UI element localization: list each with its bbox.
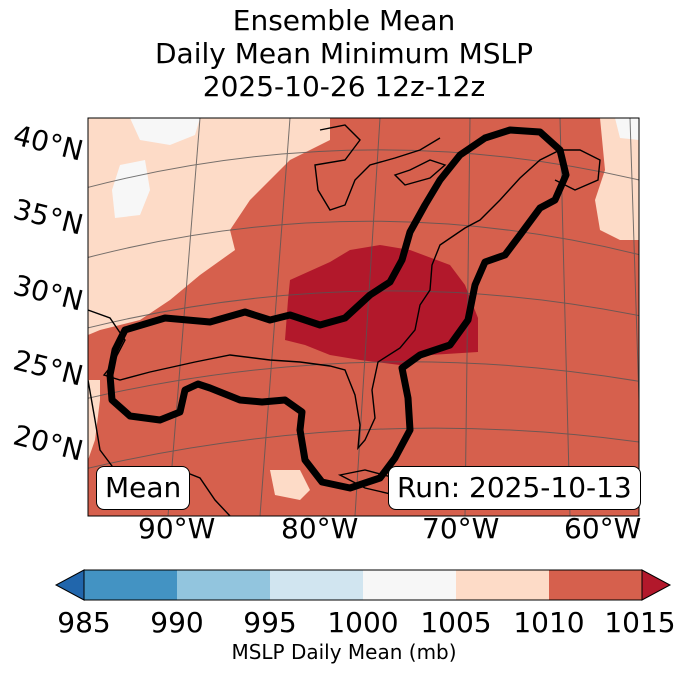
colorbar-segment-c995_1000 (270, 570, 364, 600)
lon-label-70w: 70°W (422, 512, 500, 545)
cb-tick-985: 985 (57, 606, 111, 639)
colorbar-underflow-arrow (54, 569, 85, 601)
lon-label-60w: 60°W (564, 512, 642, 545)
colorbar-frame (83, 569, 643, 601)
mean-contour (106, 126, 570, 492)
title-line-3: 2025-10-26 12z-12z (202, 70, 486, 103)
field-1010-north (360, 118, 480, 150)
cb-tick-990: 990 (150, 606, 204, 639)
cb-tick-1015: 1015 (604, 606, 676, 639)
colorbar-segment-c1005_1010 (456, 570, 550, 600)
title-line-2: Daily Mean Minimum MSLP (154, 37, 533, 70)
colorbar-overflow-arrow (641, 569, 672, 601)
map-frame (87, 117, 640, 517)
field-1005-1010-north-west (88, 118, 330, 335)
cb-tick-995: 995 (243, 606, 297, 639)
field-1000-1005-b (112, 160, 150, 218)
colorbar-segment-c990_995 (177, 570, 271, 600)
field-1005-1010-east (595, 118, 639, 240)
field-1000-1005-a (130, 118, 200, 145)
colorbar-label: MSLP Daily Mean (mb) (231, 640, 457, 664)
field-1000-1005-c (615, 118, 639, 140)
cb-tick-1010: 1010 (513, 606, 585, 639)
colorbar-segment-c985_990 (84, 570, 178, 600)
colorbar-segment-c1000_1005 (363, 570, 457, 600)
cb-tick-1005: 1005 (420, 606, 492, 639)
cb-tick-1000: 1000 (327, 606, 399, 639)
run-box: Run: 2025-10-13 (388, 466, 641, 510)
field-1005-1010-south (270, 470, 310, 500)
title-line-1: Ensemble Mean (232, 4, 456, 37)
lon-label-80w: 80°W (281, 512, 359, 545)
colorbar-segment-c1010_1015 (549, 570, 643, 600)
mean-box: Mean (96, 466, 191, 510)
field-over-1015 (285, 245, 478, 365)
lon-label-90w: 90°W (138, 512, 216, 545)
